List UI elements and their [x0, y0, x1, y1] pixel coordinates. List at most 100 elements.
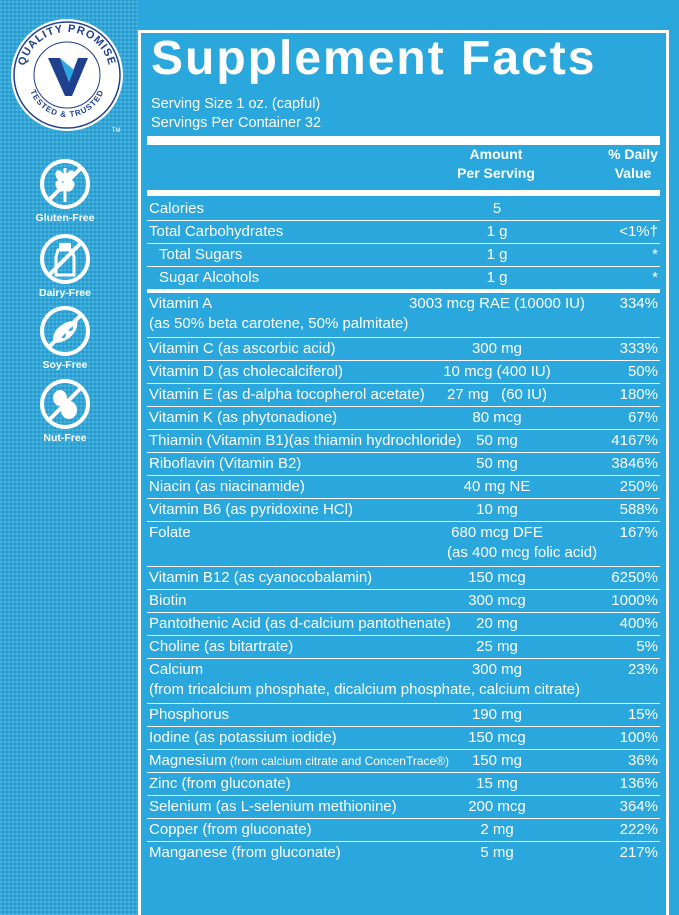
- table-row: Vitamin K (as phytonadione) 80 mcg 67%: [147, 406, 660, 429]
- nutrient-daily-value: 100%: [619, 729, 658, 746]
- nutrient-daily-value: 334%: [619, 295, 658, 312]
- table-row: Folate 680 mcg DFE 167% (as 400 mcg folic a…: [147, 521, 660, 566]
- nutrient-daily-value: 6250%: [611, 569, 658, 586]
- table-row: Zinc (from gluconate) 15 mg 136%: [147, 772, 660, 795]
- table-row: Biotin 300 mcg 1000%: [147, 589, 660, 612]
- table-row: Vitamin B12 (as cyanocobalamin) 150 mcg 62…: [147, 566, 660, 589]
- nutrient-name: Thiamin (Vitamin B1)(as thiamin hydrochl…: [149, 432, 462, 449]
- nutrient-daily-value: <1%†: [619, 223, 658, 240]
- nutrient-name: Pantothenic Acid (as d-calcium pantothen…: [149, 615, 451, 632]
- amount-header: Amount Per Serving: [457, 146, 535, 181]
- nutrient-name: Vitamin A: [149, 295, 213, 312]
- milk-bottle-icon: [40, 234, 90, 284]
- nutrient-daily-value: *: [652, 246, 658, 263]
- nutrient-table: Calories 5 Total Carbohydrates 1 g <1%† Total…: [147, 198, 660, 864]
- nutrient-amount: 200 mcg: [468, 798, 526, 815]
- nutrient-daily-value: 333%: [619, 340, 658, 357]
- table-row: Riboflavin (Vitamin B2) 50 mg 3846%: [147, 452, 660, 475]
- nutrient-amount: 50 mg: [476, 432, 518, 449]
- dairy-free-label: Dairy-Free: [39, 287, 91, 299]
- servings-per-container: Servings Per Container 32: [151, 115, 322, 131]
- nutrient-name: Niacin (as niacinamide): [149, 478, 305, 495]
- soy-free-badge: Soy-Free: [35, 305, 95, 371]
- table-row: Sugar Alcohols 1 g *: [147, 266, 660, 289]
- table-row: Calories 5: [147, 198, 660, 220]
- header-divider: [147, 190, 660, 196]
- table-row: Choline (as bitartrate) 25 mg 5%: [147, 635, 660, 658]
- nutrient-amount: 1 g: [486, 246, 508, 263]
- nutrient-amount: 150 mcg: [468, 569, 526, 586]
- nutrient-name: Copper (from gluconate): [149, 821, 312, 838]
- table-row: Niacin (as niacinamide) 40 mg NE 250%: [147, 475, 660, 498]
- nutrient-amount: 150 mg: [471, 752, 523, 769]
- nutrient-amount: 3003 mcg RAE (10000 IU): [409, 295, 585, 312]
- nutrient-amount: 1 g: [486, 223, 508, 240]
- nutrient-daily-value: 67%: [627, 409, 658, 426]
- nutrient-amount: 2 mg: [480, 821, 514, 838]
- table-row: Phosphorus 190 mg 15%: [147, 703, 660, 726]
- daily-value-header: % Daily Value: [608, 146, 658, 181]
- table-row: Total Sugars 1 g *: [147, 243, 660, 266]
- nutrient-name: Choline (as bitartrate): [149, 638, 294, 655]
- table-row: Manganese (from gluconate) 5 mg 217%: [147, 841, 660, 864]
- nutrient-amount: 27 mg (60 IU): [446, 386, 548, 403]
- gluten-free-label: Gluten-Free: [35, 212, 95, 224]
- table-row: Vitamin E (as d-alpha tocopherol acetate…: [147, 383, 660, 406]
- table-row: Pantothenic Acid (as d-calcium pantothen…: [147, 612, 660, 635]
- nutrient-amount: 40 mg NE: [463, 478, 531, 495]
- v-logo-icon: [48, 58, 88, 96]
- thick-divider: [147, 136, 660, 145]
- dairy-free-badge: Dairy-Free: [35, 233, 95, 299]
- nutrient-daily-value: 364%: [619, 798, 658, 815]
- nutrient-amount: 25 mg: [476, 638, 518, 655]
- nutrient-source: (from calcium citrate and ConcenTrace®): [226, 754, 450, 768]
- table-row: Iodine (as potassium iodide) 150 mcg 100%: [147, 726, 660, 749]
- table-row: Vitamin C (as ascorbic acid) 300 mg 333%: [147, 337, 660, 360]
- nutrient-amount: 300 mcg: [468, 592, 526, 609]
- nutrient-name: Vitamin K (as phytonadione): [149, 409, 338, 426]
- nutrient-name: Phosphorus: [149, 706, 230, 723]
- nutrient-name: Total Sugars: [159, 246, 243, 263]
- gluten-free-badge: Gluten-Free: [35, 158, 95, 224]
- nutrient-name: Calories: [149, 200, 205, 217]
- nutrient-daily-value: 3846%: [611, 455, 658, 472]
- nutrient-name: Vitamin E (as d-alpha tocopherol acetate…: [149, 386, 425, 403]
- nutrient-daily-value: 50%: [627, 363, 658, 380]
- nutrient-name: Calcium: [149, 661, 204, 678]
- table-row: Thiamin (Vitamin B1)(as thiamin hydrochl…: [147, 429, 660, 452]
- nutrient-amount: 80 mcg: [472, 409, 522, 426]
- nutrient-subtext: (from tricalcium phosphate, dicalcium ph…: [149, 681, 581, 698]
- nutrient-name: Iodine (as potassium iodide): [149, 729, 337, 746]
- soy-free-label: Soy-Free: [42, 359, 88, 371]
- nutrient-amount: 10 mcg (400 IU): [443, 363, 551, 380]
- sidebar: QUALITY PROMISE TESTED & TRUSTED TM Glut…: [0, 0, 138, 915]
- nutrient-amount: 10 mg: [476, 501, 518, 518]
- peanut-icon: [40, 379, 90, 429]
- nut-free-label: Nut-Free: [43, 432, 87, 444]
- seal-tm: TM: [112, 128, 121, 134]
- table-row: Vitamin A 3003 mcg RAE (10000 IU) 334% (as …: [147, 289, 660, 337]
- nutrient-subtext: (as 50% beta carotene, 50% palmitate): [149, 315, 409, 332]
- nutrient-name: Magnesium (from calcium citrate and Conc…: [149, 752, 450, 769]
- nutrient-amount: 300 mg: [471, 340, 523, 357]
- nutrient-name: Folate: [149, 524, 191, 541]
- quality-promise-seal: QUALITY PROMISE TESTED & TRUSTED TM: [8, 16, 126, 134]
- nutrient-amount: 680 mcg DFE: [451, 524, 543, 541]
- nutrient-amount: 50 mg: [476, 455, 518, 472]
- table-row: Selenium (as L-selenium methionine) 200 m…: [147, 795, 660, 818]
- nutrient-name: Biotin: [149, 592, 187, 609]
- nutrient-amount: 190 mg: [471, 706, 523, 723]
- nutrient-daily-value: *: [652, 269, 658, 286]
- nutrient-amount: 15 mg: [476, 775, 518, 792]
- nutrient-daily-value: 400%: [619, 615, 658, 632]
- panel-title: Supplement Facts: [151, 32, 597, 85]
- table-row: Vitamin D (as cholecalciferol) 10 mcg (40…: [147, 360, 660, 383]
- nutrient-amount: 20 mg: [476, 615, 518, 632]
- nutrient-daily-value: 217%: [619, 844, 658, 861]
- nutrient-name: Total Carbohydrates: [149, 223, 284, 240]
- table-row: Vitamin B6 (as pyridoxine HCl) 10 mg 588%: [147, 498, 660, 521]
- table-row: Copper (from gluconate) 2 mg 222%: [147, 818, 660, 841]
- serving-size: Serving Size 1 oz. (capful): [151, 96, 321, 112]
- nutrient-daily-value: 136%: [619, 775, 658, 792]
- nut-free-badge: Nut-Free: [35, 378, 95, 444]
